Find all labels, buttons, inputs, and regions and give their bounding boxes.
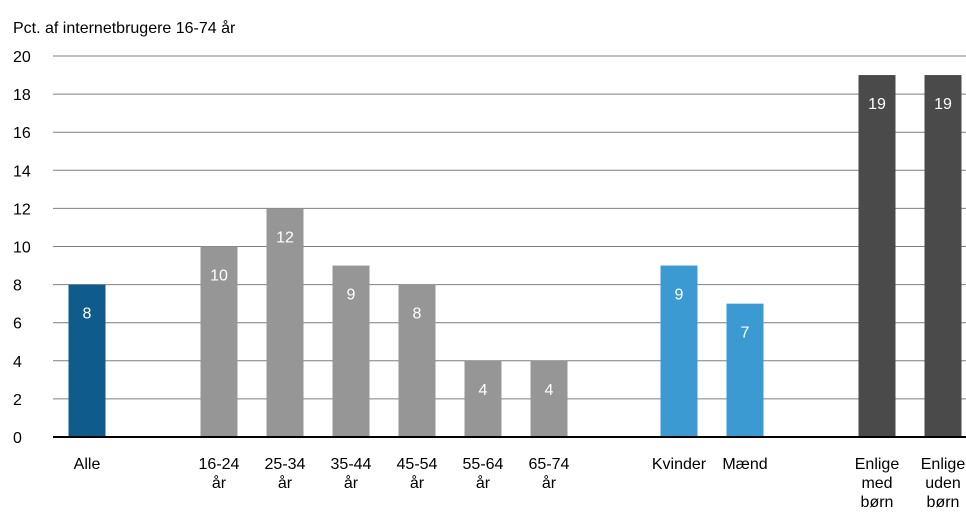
x-tick-labels: Alle 16-24år25-34år35-44år45-54år55-64år6… xyxy=(74,456,966,511)
value-label: 12 xyxy=(276,229,294,246)
y-tick-label: 4 xyxy=(13,354,22,371)
x-tick-label: 65-74 xyxy=(529,456,570,473)
value-label: 19 xyxy=(868,96,886,113)
value-labels: 8 10 12 9 8 4 4 9 7 19 19 xyxy=(83,96,952,399)
x-tick-label: Enlige xyxy=(855,456,900,473)
y-tick-label: 10 xyxy=(13,240,31,257)
bar xyxy=(924,75,962,438)
y-tick-label: 6 xyxy=(13,316,22,333)
bar xyxy=(68,284,106,437)
x-tick-label: uden xyxy=(925,475,961,492)
value-label: 8 xyxy=(83,306,92,323)
y-tick-labels: 0 2 4 6 8 10 12 14 16 18 20 xyxy=(13,49,31,447)
value-label: 9 xyxy=(347,287,356,304)
gridlines xyxy=(53,55,966,400)
y-tick-label: 12 xyxy=(13,201,31,218)
value-label: 4 xyxy=(479,382,488,399)
x-tick-label: børn xyxy=(927,494,960,511)
y-tick-label: 0 xyxy=(13,430,22,447)
x-tick-label: år xyxy=(410,474,425,492)
x-tick-label: Kvinder xyxy=(652,456,707,473)
y-tick-label: 20 xyxy=(13,49,31,66)
value-label: 10 xyxy=(210,268,228,285)
value-label: 19 xyxy=(934,96,952,113)
bar xyxy=(332,265,370,437)
x-tick-label: 16-24 xyxy=(199,456,240,473)
x-tick-label: Enlige xyxy=(921,456,966,473)
x-tick-label: 55-64 xyxy=(463,456,504,473)
bars xyxy=(68,75,962,438)
x-tick-label: børn xyxy=(861,494,894,511)
bar xyxy=(398,284,436,437)
x-tick-label: år xyxy=(542,474,557,492)
x-tick-label: år xyxy=(344,474,359,492)
bar xyxy=(858,75,896,438)
value-label: 8 xyxy=(413,306,422,323)
x-tick-label: år xyxy=(212,474,227,492)
y-tick-label: 14 xyxy=(13,163,31,180)
bar xyxy=(200,246,238,437)
x-tick-label: 45-54 xyxy=(397,456,438,473)
bar xyxy=(266,208,304,437)
x-tick-label: Mænd xyxy=(722,456,767,473)
x-tick-label: år xyxy=(476,474,491,492)
x-tick-label: 25-34 xyxy=(265,456,306,473)
bar xyxy=(464,360,502,437)
y-tick-label: 2 xyxy=(13,392,22,409)
x-tick-label: år xyxy=(278,474,293,492)
bar xyxy=(530,360,568,437)
value-label: 4 xyxy=(545,382,554,399)
y-tick-label: 8 xyxy=(13,278,22,295)
bar xyxy=(726,303,764,437)
y-tick-label: 16 xyxy=(13,125,31,142)
x-tick-label: med xyxy=(861,475,892,492)
value-label: 7 xyxy=(741,325,750,342)
x-tick-label: Alle xyxy=(74,456,101,473)
x-tick-label: 35-44 xyxy=(331,456,372,473)
y-axis-label: Pct. af internetbrugere 16-74 år xyxy=(13,19,236,37)
bar xyxy=(660,265,698,437)
y-tick-label: 18 xyxy=(13,87,31,104)
value-label: 9 xyxy=(675,287,684,304)
